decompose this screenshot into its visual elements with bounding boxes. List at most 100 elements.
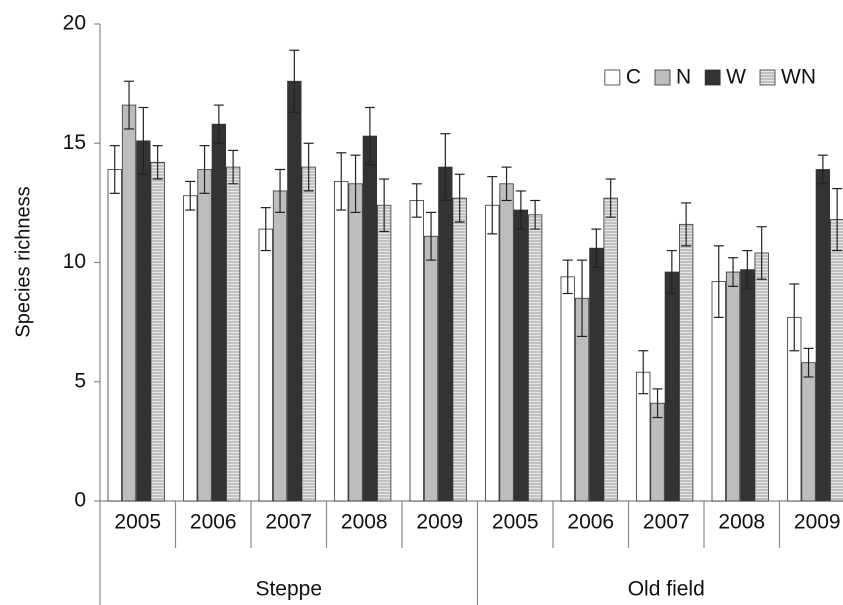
bar bbox=[725, 271, 741, 502]
error-bar bbox=[562, 259, 573, 295]
bar bbox=[121, 104, 137, 502]
x-tick-label: 2005 bbox=[114, 511, 161, 534]
group-label: Old field bbox=[628, 578, 705, 601]
bar bbox=[528, 214, 543, 502]
error-bar bbox=[228, 149, 239, 185]
bar bbox=[301, 166, 316, 502]
error-bar bbox=[515, 190, 526, 230]
error-bar bbox=[379, 178, 390, 233]
error-bar bbox=[713, 245, 724, 318]
bar bbox=[197, 169, 212, 502]
error-bar bbox=[138, 106, 149, 175]
error-bar bbox=[260, 207, 271, 252]
error-bar bbox=[124, 80, 135, 130]
error-bar bbox=[652, 388, 663, 419]
y-tick-label: 15 bbox=[63, 131, 86, 154]
bar bbox=[348, 183, 363, 502]
x-tick-label: 2006 bbox=[190, 511, 237, 534]
bar bbox=[107, 169, 122, 502]
bar bbox=[287, 80, 302, 502]
bar bbox=[183, 195, 198, 502]
bar bbox=[499, 183, 514, 502]
error-bar bbox=[817, 154, 828, 185]
bar bbox=[438, 166, 453, 502]
bar bbox=[815, 169, 830, 502]
error-bar bbox=[728, 257, 739, 287]
error-bar bbox=[742, 249, 753, 290]
bar bbox=[452, 197, 467, 502]
bar bbox=[334, 181, 349, 502]
error-bar bbox=[185, 180, 196, 211]
y-axis-title: Species richness bbox=[12, 186, 34, 337]
bar bbox=[362, 135, 378, 502]
y-tick-label: 5 bbox=[74, 369, 86, 392]
bar bbox=[272, 190, 288, 502]
error-bar bbox=[364, 106, 375, 166]
bar bbox=[258, 228, 273, 502]
y-tick-label: 0 bbox=[74, 489, 86, 512]
legend-swatch bbox=[704, 69, 721, 86]
bar bbox=[801, 362, 816, 502]
error-bar bbox=[832, 187, 843, 252]
bar bbox=[603, 197, 618, 502]
error-bar bbox=[530, 199, 541, 230]
group-label: Steppe bbox=[255, 578, 322, 601]
bar bbox=[560, 276, 575, 502]
error-bar bbox=[440, 133, 451, 202]
legend-swatch bbox=[654, 69, 671, 86]
error-bar bbox=[289, 49, 300, 113]
bar bbox=[589, 247, 604, 502]
error-bar bbox=[152, 145, 163, 180]
error-bar bbox=[756, 226, 767, 280]
legend-swatch bbox=[759, 69, 776, 86]
bar bbox=[664, 271, 679, 502]
error-bar bbox=[199, 145, 210, 194]
error-bar bbox=[577, 259, 588, 338]
error-bar bbox=[638, 350, 649, 395]
x-tick-label: 2007 bbox=[643, 511, 690, 534]
error-bar bbox=[591, 228, 602, 268]
bar bbox=[485, 204, 500, 502]
y-tick-label: 20 bbox=[63, 12, 86, 35]
bar bbox=[150, 161, 165, 502]
error-bar bbox=[213, 104, 224, 144]
error-bar bbox=[426, 211, 437, 261]
bar bbox=[211, 123, 227, 502]
bar bbox=[754, 252, 769, 502]
error-bar bbox=[605, 178, 616, 218]
error-bar bbox=[303, 142, 314, 192]
error-bar bbox=[803, 347, 814, 378]
x-tick-label: 2006 bbox=[567, 511, 614, 534]
bar bbox=[513, 209, 528, 502]
x-tick-label: 2005 bbox=[492, 511, 539, 534]
y-tick-label: 10 bbox=[63, 250, 86, 273]
bar bbox=[225, 166, 241, 502]
error-bar bbox=[666, 249, 677, 295]
bar bbox=[136, 140, 151, 502]
error-bar bbox=[109, 145, 120, 194]
bar bbox=[830, 219, 843, 502]
legend-label: W bbox=[726, 66, 746, 89]
x-tick-label: 2008 bbox=[718, 511, 765, 534]
x-tick-label: 2007 bbox=[265, 511, 312, 534]
bar bbox=[679, 223, 694, 502]
error-bar bbox=[789, 283, 800, 352]
bar bbox=[740, 269, 755, 502]
error-bar bbox=[681, 202, 692, 247]
x-tick-label: 2009 bbox=[416, 511, 463, 534]
legend-label: WN bbox=[781, 66, 816, 89]
error-bar bbox=[501, 166, 512, 202]
bar bbox=[423, 235, 439, 502]
error-bar bbox=[487, 176, 498, 235]
x-tick-label: 2008 bbox=[341, 511, 388, 534]
bar bbox=[376, 204, 392, 502]
error-bar bbox=[275, 168, 286, 214]
error-bar bbox=[411, 183, 422, 218]
error-bar bbox=[336, 152, 347, 211]
error-bar bbox=[350, 154, 361, 214]
error-bar bbox=[454, 173, 465, 223]
x-tick-label: 2009 bbox=[794, 511, 841, 534]
legend-label: C bbox=[626, 66, 641, 89]
bar bbox=[409, 200, 424, 502]
